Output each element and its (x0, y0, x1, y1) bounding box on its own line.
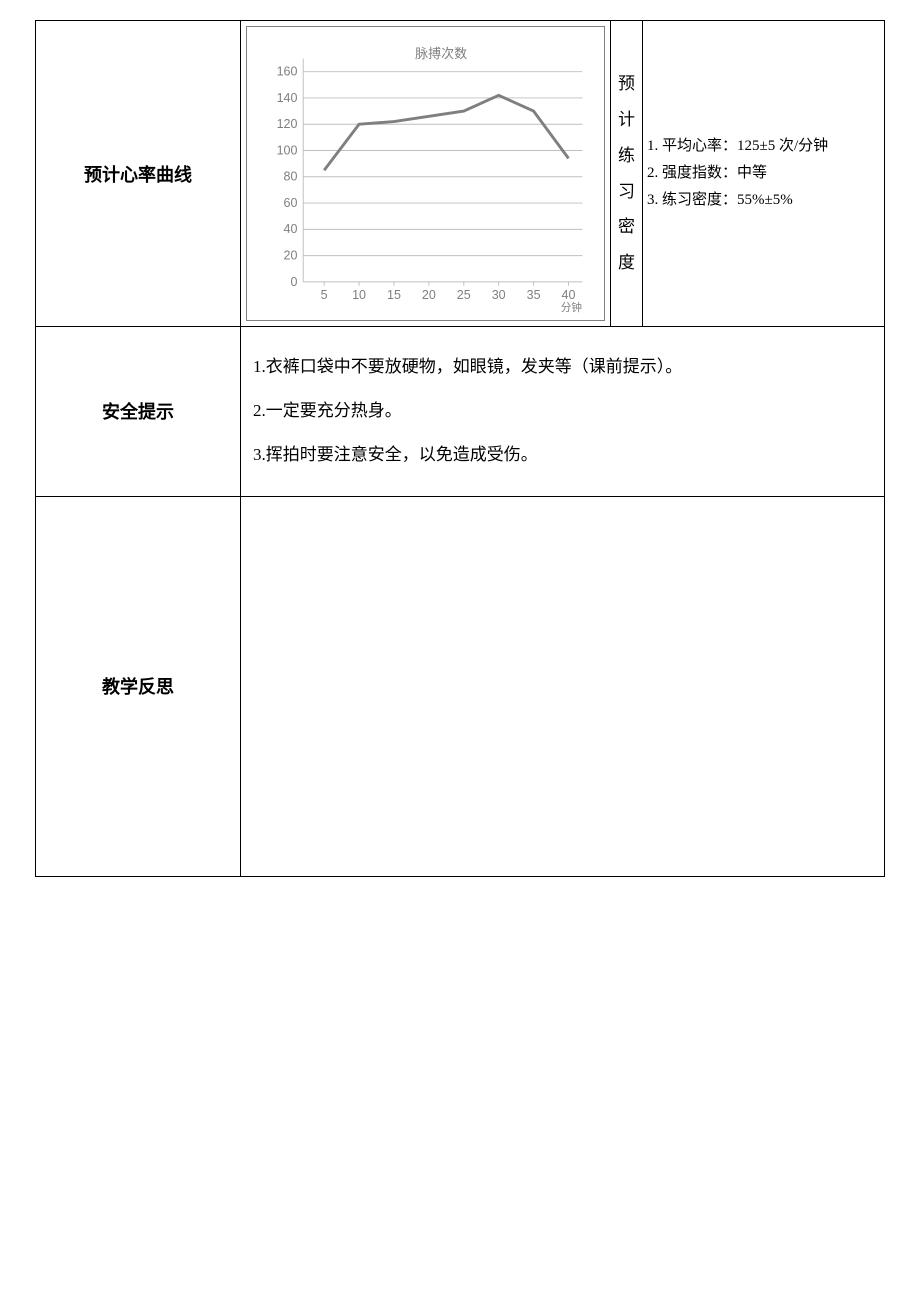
chart-title: 脉搏次数 (415, 43, 467, 62)
svg-text:140: 140 (277, 91, 298, 105)
safety-label-cell: 安全提示 (36, 327, 241, 497)
svg-text:20: 20 (422, 288, 436, 302)
safety-content-cell: 1.衣裤口袋中不要放硬物，如眼镜，发夹等（课前提示）。 2.一定要充分热身。 3… (241, 327, 885, 497)
chart-svg: 0 20 40 60 80 100 120 140 160 5 10 15 20 25 30 35 40 分钟 (257, 37, 594, 315)
svg-text:120: 120 (277, 117, 298, 131)
svg-text:10: 10 (352, 288, 366, 302)
svg-text:60: 60 (284, 196, 298, 210)
svg-text:40: 40 (562, 288, 576, 302)
reflection-label: 教学反思 (102, 677, 174, 697)
svg-text:35: 35 (527, 288, 541, 302)
metric-avg-hr: 1. 平均心率：125±5 次/分钟 (647, 133, 880, 160)
safety-item-2: 2.一定要充分热身。 (253, 389, 872, 433)
heart-rate-chart: 脉搏次数 0 20 40 60 80 100 120 140 160 5 10 15 20 25 30 35… (246, 26, 605, 321)
safety-row: 安全提示 1.衣裤口袋中不要放硬物，如眼镜，发夹等（课前提示）。 2.一定要充分… (36, 327, 885, 497)
metric-intensity: 2. 强度指数：中等 (647, 160, 880, 187)
heart-rate-label: 预计心率曲线 (84, 165, 192, 185)
svg-text:160: 160 (277, 65, 298, 79)
safety-item-3: 3.挥拍时要注意安全，以免造成受伤。 (253, 433, 872, 477)
svg-text:100: 100 (277, 143, 298, 157)
svg-text:20: 20 (284, 248, 298, 262)
svg-text:25: 25 (457, 288, 471, 302)
svg-text:80: 80 (284, 170, 298, 184)
svg-text:40: 40 (284, 222, 298, 236)
heart-rate-row: 预计心率曲线 脉搏次数 0 20 40 60 80 100 120 140 160 5 10 15 2… (36, 21, 885, 327)
chart-cell: 脉搏次数 0 20 40 60 80 100 120 140 160 5 10 15 20 25 30 35… (241, 21, 611, 327)
svg-text:5: 5 (321, 288, 328, 302)
svg-text:0: 0 (290, 275, 297, 289)
reflection-label-cell: 教学反思 (36, 496, 241, 876)
reflection-content-cell (241, 496, 885, 876)
svg-text:分钟: 分钟 (561, 301, 582, 314)
safety-item-1: 1.衣裤口袋中不要放硬物，如眼镜，发夹等（课前提示）。 (253, 345, 872, 389)
lesson-plan-table: 预计心率曲线 脉搏次数 0 20 40 60 80 100 120 140 160 5 10 15 2… (35, 20, 885, 877)
heart-rate-label-cell: 预计心率曲线 (36, 21, 241, 327)
safety-label: 安全提示 (102, 402, 174, 422)
density-label: 预计练习密度 (613, 66, 640, 280)
metrics-cell: 1. 平均心率：125±5 次/分钟 2. 强度指数：中等 3. 练习密度：55… (643, 21, 885, 327)
metric-density: 3. 练习密度：55%±5% (647, 187, 880, 214)
density-label-cell: 预计练习密度 (611, 21, 643, 327)
reflection-row: 教学反思 (36, 496, 885, 876)
svg-text:30: 30 (492, 288, 506, 302)
svg-text:15: 15 (387, 288, 401, 302)
